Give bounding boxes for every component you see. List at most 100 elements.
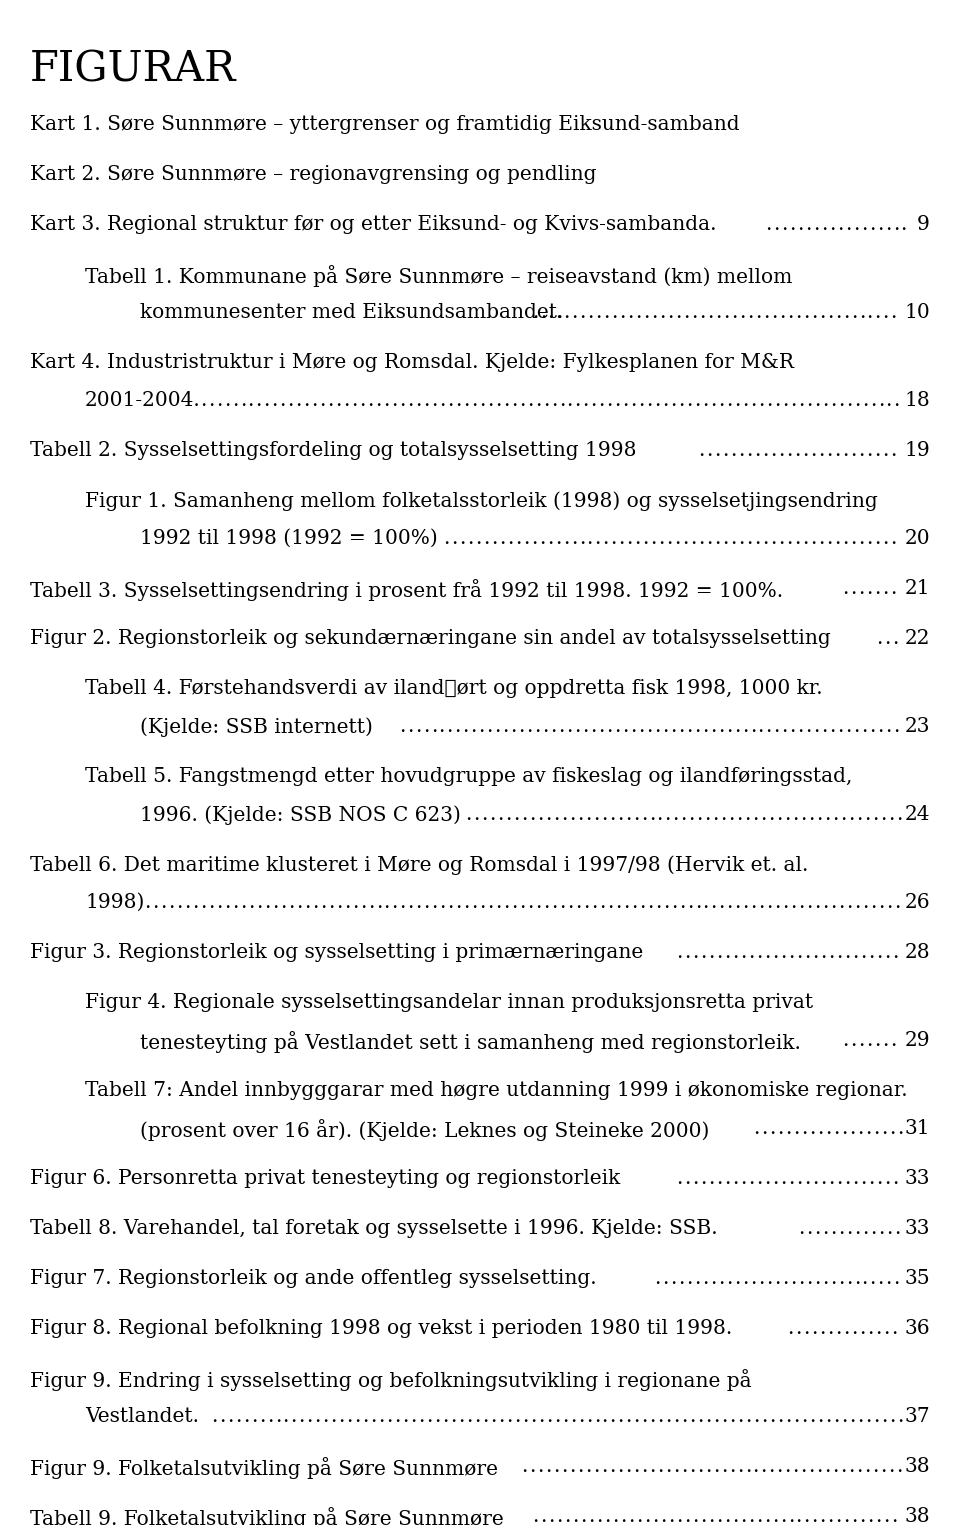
Text: .: .: [877, 717, 883, 737]
Text: .: .: [745, 1456, 751, 1476]
Text: .: .: [529, 805, 536, 824]
Text: .: .: [705, 1456, 711, 1476]
Text: .: .: [742, 1269, 749, 1289]
Text: .: .: [833, 1119, 839, 1138]
Text: .: .: [336, 894, 342, 912]
Text: 36: 36: [904, 1319, 930, 1337]
Text: .: .: [402, 1408, 409, 1426]
Text: .: .: [559, 894, 565, 912]
Text: Tabell 8. Varehandel, tal foretak og sysselsette i 1996. Kjelde: SSB.: Tabell 8. Varehandel, tal foretak og sys…: [30, 1218, 718, 1238]
Text: .: .: [518, 717, 525, 737]
Text: .: .: [836, 1170, 842, 1188]
Text: .: .: [823, 894, 828, 912]
Text: .: .: [732, 1507, 738, 1525]
Text: .: .: [542, 717, 549, 737]
Text: .: .: [540, 303, 546, 322]
Text: .: .: [819, 1319, 826, 1337]
Text: .: .: [773, 215, 780, 233]
Text: Vestlandet.: Vestlandet.: [85, 1408, 199, 1426]
Text: .: .: [224, 390, 230, 410]
Text: .: .: [760, 805, 767, 824]
Text: (Kjelde: SSB internett): (Kjelde: SSB internett): [140, 717, 372, 737]
Text: .: .: [604, 1507, 611, 1525]
Text: .: .: [681, 1456, 687, 1476]
Text: .: .: [867, 1319, 874, 1337]
Text: .: .: [547, 303, 554, 322]
Text: .: .: [303, 390, 310, 410]
Text: .: .: [585, 805, 591, 824]
Text: .: .: [857, 1119, 863, 1138]
Text: .: .: [770, 529, 777, 547]
Text: .: .: [875, 580, 881, 598]
Text: .: .: [897, 1408, 903, 1426]
Text: .: .: [638, 717, 644, 737]
Text: .: .: [398, 717, 405, 737]
Text: .: .: [842, 529, 849, 547]
Text: .: .: [344, 390, 349, 410]
Text: .: .: [832, 805, 838, 824]
Text: 38: 38: [904, 1507, 930, 1525]
Text: .: .: [664, 805, 671, 824]
Text: .: .: [634, 1408, 640, 1426]
Text: .: .: [697, 1456, 703, 1476]
Text: .: .: [786, 441, 793, 461]
Text: .: .: [885, 215, 891, 233]
Text: Tabell 9. Folketalsutvikling på Søre Sunnmøre: Tabell 9. Folketalsutvikling på Søre Sun…: [30, 1507, 504, 1525]
Text: .: .: [643, 303, 650, 322]
Text: .: .: [395, 1408, 400, 1426]
Text: .: .: [775, 894, 780, 912]
Text: .: .: [747, 441, 753, 461]
Text: .: .: [306, 1408, 313, 1426]
Text: .: .: [822, 1269, 828, 1289]
Text: .: .: [673, 805, 679, 824]
Text: .: .: [578, 1408, 584, 1426]
Text: .: .: [678, 717, 684, 737]
Text: .: .: [829, 390, 836, 410]
Text: .: .: [848, 805, 854, 824]
Text: .: .: [540, 1507, 547, 1525]
Text: .: .: [296, 390, 301, 410]
Text: .: .: [883, 1319, 889, 1337]
Text: .: .: [884, 628, 890, 648]
Text: .: .: [819, 303, 826, 322]
Text: .: .: [588, 1507, 594, 1525]
Text: .: .: [852, 215, 859, 233]
Text: .: .: [844, 942, 851, 962]
Text: .: .: [877, 1269, 884, 1289]
Text: .: .: [789, 717, 796, 737]
Text: .: .: [766, 390, 773, 410]
Text: .: .: [219, 1408, 226, 1426]
Text: .: .: [890, 441, 897, 461]
Text: .: .: [822, 390, 828, 410]
Text: .: .: [811, 303, 817, 322]
Text: .: .: [873, 1408, 879, 1426]
Text: .: .: [813, 215, 819, 233]
Text: .: .: [463, 390, 469, 410]
Text: .: .: [529, 1456, 536, 1476]
Text: .: .: [712, 1456, 719, 1476]
Text: .: .: [798, 1269, 804, 1289]
Text: .: .: [736, 1456, 743, 1476]
Text: .: .: [828, 1170, 834, 1188]
Text: .: .: [876, 628, 882, 648]
Text: .: .: [475, 529, 481, 547]
Text: .: .: [599, 894, 606, 912]
Text: .: .: [851, 441, 856, 461]
Text: .: .: [684, 1170, 691, 1188]
Text: .: .: [642, 529, 649, 547]
Text: .: .: [850, 529, 856, 547]
Text: .: .: [609, 805, 615, 824]
Text: .: .: [522, 1408, 528, 1426]
Text: .: .: [804, 1507, 810, 1525]
Text: .: .: [882, 441, 888, 461]
Text: .: .: [689, 1456, 695, 1476]
Text: .: .: [856, 805, 862, 824]
Text: .: .: [668, 1507, 674, 1525]
Text: .: .: [607, 894, 613, 912]
Text: .: .: [240, 894, 247, 912]
Text: .: .: [801, 1408, 807, 1426]
Text: Figur 3. Regionstorleik og sysselsetting i primærnæringane: Figur 3. Regionstorleik og sysselsetting…: [30, 942, 643, 962]
Text: .: .: [779, 441, 784, 461]
Text: .: .: [862, 894, 869, 912]
Text: .: .: [785, 1408, 791, 1426]
